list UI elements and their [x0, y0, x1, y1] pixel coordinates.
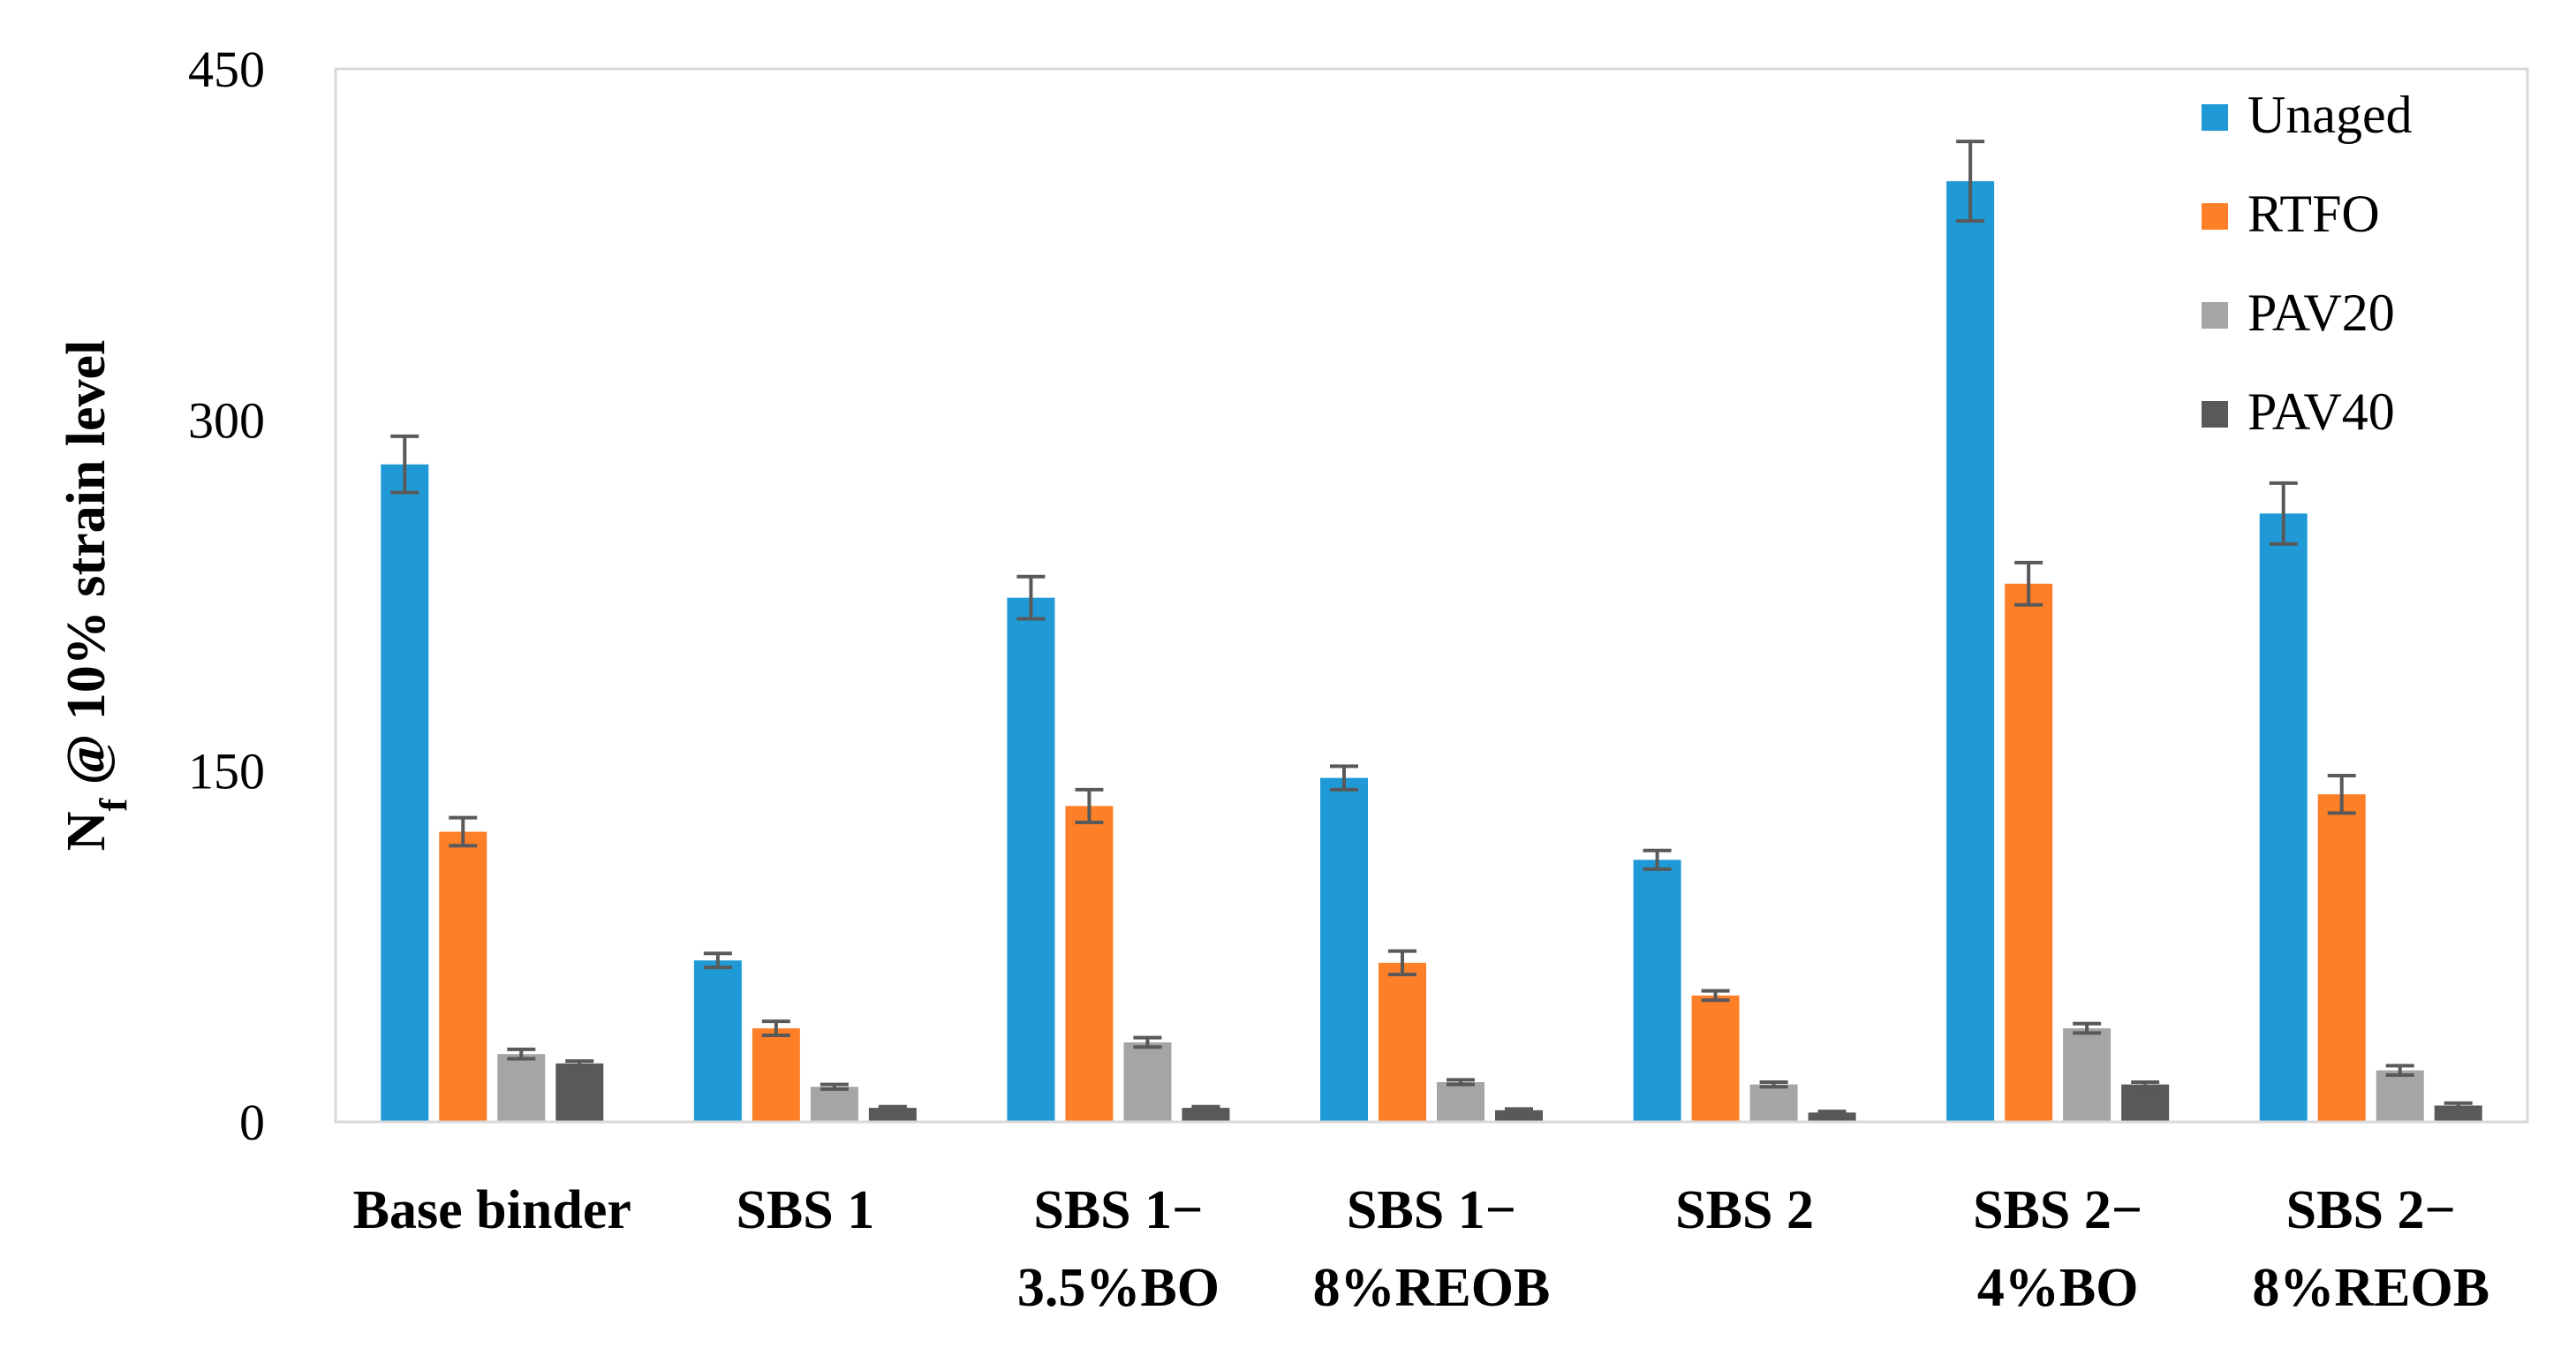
bar-pav20 — [2063, 1028, 2111, 1122]
bar-pav40 — [868, 1108, 917, 1122]
y-tick-label: 150 — [188, 743, 265, 800]
x-axis-labels: Base binder SBS 1 SBS 1− 3.5%BO SBS 1− 8%REOB… — [353, 1180, 2489, 1318]
y-axis-title-subscript: f — [92, 798, 135, 812]
y-tick-label: 0 — [239, 1094, 265, 1151]
x-tick-label-line: SBS 1 — [736, 1180, 874, 1240]
bar-rtfo — [1379, 962, 1426, 1122]
bar-rtfo — [439, 831, 487, 1122]
legend-swatch-pav20 — [2202, 302, 2228, 329]
bar-unaged — [2259, 513, 2308, 1122]
bar-rtfo — [2317, 794, 2366, 1122]
y-tick-label: 450 — [188, 41, 265, 98]
bar-unaged — [1007, 597, 1055, 1122]
error-bars — [390, 140, 2473, 1116]
bar-pav40 — [555, 1063, 604, 1122]
bar-unaged — [381, 464, 429, 1122]
bars — [381, 181, 2482, 1122]
x-tick-label-line: 8%REOB — [2252, 1258, 2489, 1318]
bar-unaged — [1633, 860, 1681, 1122]
legend-label-pav20: PAV20 — [2247, 284, 2395, 342]
bar-pav20 — [497, 1054, 546, 1122]
bar-unaged — [693, 960, 742, 1122]
bar-pav40 — [1808, 1112, 1856, 1122]
x-tick-label: SBS 2− 8%REOB — [2252, 1180, 2489, 1318]
legend-swatch-rtfo — [2202, 203, 2228, 230]
bar-pav40 — [2121, 1084, 2170, 1122]
x-tick-label-line: Base binder — [353, 1180, 631, 1240]
bar-pav20 — [1123, 1042, 1172, 1122]
legend-label-rtfo: RTFO — [2247, 185, 2380, 243]
x-tick-label: Base binder — [353, 1180, 631, 1240]
bar-rtfo — [752, 1028, 800, 1122]
bar-unaged — [1320, 777, 1368, 1122]
x-tick-label-line: SBS 2− — [1973, 1180, 2142, 1240]
bar-unaged — [1946, 181, 1995, 1122]
x-tick-label-line: 3.5%BO — [1017, 1258, 1220, 1318]
legend: Unaged RTFO PAV20 PAV40 — [2202, 86, 2413, 441]
bar-pav20 — [2376, 1070, 2424, 1122]
bar-pav20 — [1749, 1084, 1798, 1122]
legend-label-pav40: PAV40 — [2247, 383, 2395, 441]
y-tick-label: 300 — [188, 391, 265, 449]
legend-swatch-unaged — [2202, 104, 2228, 131]
bar-rtfo — [1065, 806, 1114, 1122]
x-tick-label-line: 4%BO — [1977, 1258, 2139, 1318]
x-tick-label-line: SBS 2 — [1675, 1180, 1814, 1240]
x-tick-label: SBS 1 — [736, 1180, 874, 1240]
y-axis-title: Nf @ 10% strain level — [57, 340, 135, 852]
y-axis-ticks: 0 150 300 450 — [188, 41, 265, 1151]
legend-swatch-pav40 — [2202, 401, 2228, 428]
bar-pav40 — [1182, 1108, 1230, 1122]
bar-pav20 — [810, 1087, 858, 1122]
legend-label-unaged: Unaged — [2247, 86, 2413, 144]
x-tick-label: SBS 1− 3.5%BO — [1017, 1180, 1220, 1318]
bar-rtfo — [2005, 583, 2053, 1122]
y-axis-title-main: N — [57, 812, 117, 852]
x-tick-label: SBS 2 — [1675, 1180, 1814, 1240]
x-tick-label-line: SBS 1− — [1033, 1180, 1203, 1240]
bar-rtfo — [1691, 995, 1740, 1122]
x-tick-label: SBS 2− 4%BO — [1973, 1180, 2142, 1318]
y-axis-title-rest: @ 10% strain level — [57, 340, 117, 799]
bar-pav20 — [1437, 1081, 1484, 1122]
x-tick-label-line: 8%REOB — [1313, 1258, 1551, 1318]
x-tick-label-line: SBS 1− — [1347, 1180, 1516, 1240]
x-tick-label-line: SBS 2− — [2286, 1180, 2456, 1240]
x-tick-label: SBS 1− 8%REOB — [1313, 1180, 1551, 1318]
